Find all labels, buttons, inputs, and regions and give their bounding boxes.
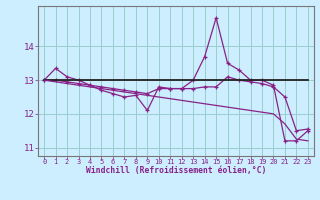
- X-axis label: Windchill (Refroidissement éolien,°C): Windchill (Refroidissement éolien,°C): [86, 166, 266, 175]
